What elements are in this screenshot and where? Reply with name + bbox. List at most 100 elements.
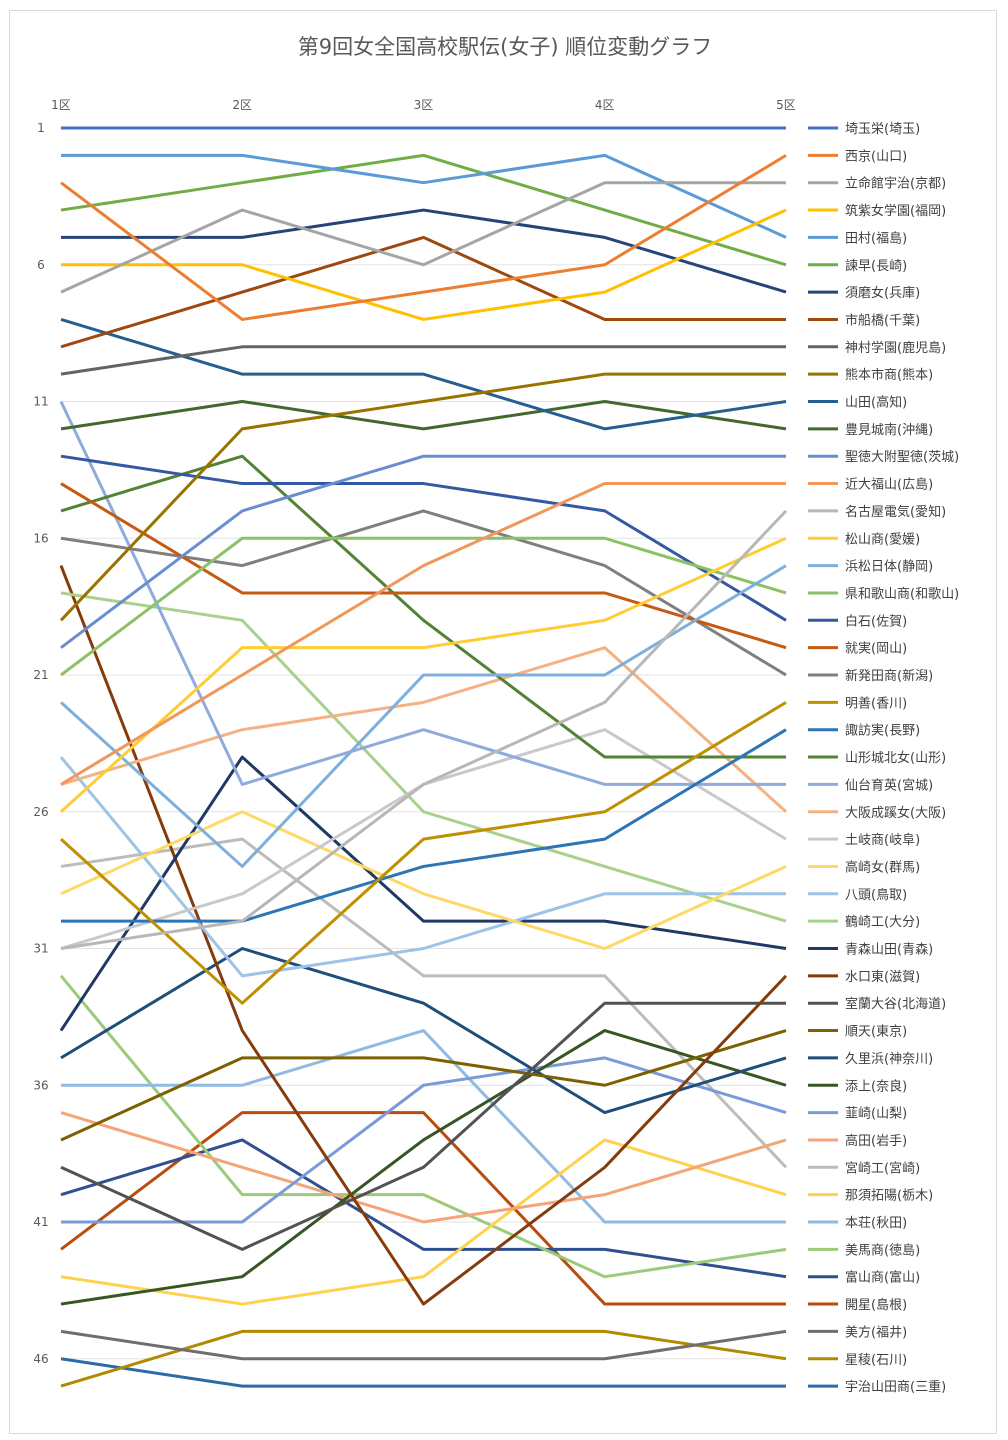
legend-label: 白石(佐賀) <box>845 613 907 629</box>
legend-label: 青森山田(青森) <box>845 943 933 958</box>
legend-item: 八頭(鳥取) <box>808 888 907 903</box>
y-tick-label: 6 <box>37 258 45 272</box>
legend-label: 宮崎工(宮崎) <box>845 1160 920 1176</box>
legend-label: 埼玉栄(埼玉) <box>845 122 920 137</box>
legend-item: 添上(奈良) <box>808 1078 907 1094</box>
y-tick-label: 46 <box>33 1352 48 1366</box>
legend-item: 筑紫女学園(福岡) <box>808 203 946 219</box>
legend-item: 西京(山口) <box>808 149 907 164</box>
series-lines <box>59 126 788 1388</box>
legend-label: 富山商(富山) <box>845 1270 920 1286</box>
series-line <box>60 1001 786 1251</box>
legend-label: 宇治山田商(三重) <box>845 1379 946 1395</box>
legend-item: 美馬商(徳島) <box>808 1243 920 1258</box>
series-line <box>59 701 787 1005</box>
legend-item: 室蘭大谷(北海道) <box>808 996 946 1012</box>
legend-item: 新発田商(新潟) <box>808 668 933 684</box>
legend-label: 添上(奈良) <box>845 1078 907 1094</box>
legend-item: 白石(佐賀) <box>808 613 907 629</box>
legend-item: 市船橋(千葉) <box>808 312 920 328</box>
legend-label: 浜松日体(静岡) <box>845 560 933 575</box>
legend-label: 近大福山(広島) <box>845 478 933 493</box>
legend-label: 就実(岡山) <box>845 641 907 657</box>
series-line <box>60 181 786 294</box>
series-line <box>60 591 787 923</box>
legend-item: 宇治山田商(三重) <box>808 1379 946 1395</box>
legend-label: 西京(山口) <box>845 149 907 164</box>
series-line <box>60 810 787 950</box>
legend-item: 名古屋電気(愛知) <box>808 504 946 520</box>
legend-label: 水口東(滋賀) <box>845 969 920 985</box>
legend-label: 大阪成蹊女(大阪) <box>845 805 946 821</box>
legend-label: 仙台育英(宮城) <box>845 777 933 793</box>
legend-item: 就実(岡山) <box>808 641 907 657</box>
legend-label: 須磨女(兵庫) <box>845 285 920 301</box>
legend-item: 豊見城南(沖縄) <box>808 422 933 438</box>
legend-item: 久里浜(神奈川) <box>808 1052 933 1067</box>
legend-label: 豊見城南(沖縄) <box>845 422 933 438</box>
legend-label: 韮崎(山梨) <box>845 1107 907 1122</box>
legend-item: 韮崎(山梨) <box>808 1107 907 1122</box>
legend-label: 熊本市商(熊本) <box>845 367 933 383</box>
legend-label: 室蘭大谷(北海道) <box>845 996 946 1012</box>
legend-item: 立命館宇治(京都) <box>808 176 946 192</box>
series-line <box>61 208 787 321</box>
series-line <box>59 400 786 786</box>
series-line <box>60 646 788 813</box>
legend-label: 市船橋(千葉) <box>845 312 920 328</box>
legend-label: 本荘(秋田) <box>845 1216 907 1231</box>
legend-item: 那須拓陽(栃木) <box>808 1189 933 1204</box>
legend-item: 埼玉栄(埼玉) <box>808 122 920 137</box>
legend-label: 立命館宇治(京都) <box>845 176 946 192</box>
y-tick-label: 21 <box>33 668 48 682</box>
legend-label: 順天(東京) <box>845 1024 907 1040</box>
legend-label: 田村(福島) <box>845 231 907 246</box>
chart-title: 第9回女全国高校駅伝(女子) 順位変動グラフ <box>298 35 712 59</box>
legend-item: 松山商(愛媛) <box>808 532 920 547</box>
series-line <box>60 482 786 786</box>
legend-item: 富山商(富山) <box>808 1270 920 1286</box>
legend-item: 諏訪実(長野) <box>808 723 920 739</box>
series-line <box>60 1138 787 1279</box>
legend-label: 高崎女(群馬) <box>845 859 920 875</box>
legend-label: 美馬商(徳島) <box>845 1243 920 1258</box>
legend-label: 明善(香川) <box>845 695 907 711</box>
legend-label: 鶴崎工(大分) <box>845 914 920 930</box>
legend-item: 高崎女(群馬) <box>808 859 920 875</box>
legend-label: 諏訪実(長野) <box>845 723 920 739</box>
legend-label: 諫早(長崎) <box>845 258 907 274</box>
legend-item: 田村(福島) <box>808 231 907 246</box>
series-line <box>60 345 786 376</box>
y-tick-label: 31 <box>33 942 48 956</box>
series-line <box>60 454 786 649</box>
x-tick-label: 5区 <box>776 98 796 112</box>
legend-label: 開星(島根) <box>845 1298 907 1313</box>
legend-item: 水口東(滋賀) <box>808 969 920 985</box>
legend-item: 鶴崎工(大分) <box>808 914 920 930</box>
series-line <box>60 1138 787 1306</box>
legend-label: 聖徳大附聖徳(茨城) <box>845 450 959 465</box>
legend-item: 高田(岩手) <box>808 1133 907 1149</box>
series-line <box>60 1357 786 1388</box>
legend-item: 諫早(長崎) <box>808 258 907 274</box>
legend-label: 久里浜(神奈川) <box>845 1052 933 1067</box>
legend-item: 仙台育英(宮城) <box>808 777 933 793</box>
y-tick-label: 16 <box>33 531 48 545</box>
series-line <box>60 1111 787 1224</box>
series-line <box>60 1029 787 1142</box>
legend-item: 近大福山(広島) <box>808 478 933 493</box>
series-line <box>61 153 787 239</box>
series-line <box>59 372 786 622</box>
legend-label: 筑紫女学園(福岡) <box>845 203 946 219</box>
x-tick-label: 1区 <box>51 98 71 112</box>
legend-item: 宮崎工(宮崎) <box>808 1160 920 1176</box>
legend-label: 高田(岩手) <box>845 1133 907 1149</box>
series-line <box>60 400 787 431</box>
legend-item: 順天(東京) <box>808 1024 907 1040</box>
series-line <box>59 756 786 978</box>
legend-item: 県和歌山商(和歌山) <box>808 587 959 602</box>
legend-item: 浜松日体(静岡) <box>808 560 933 575</box>
series-line <box>59 536 787 813</box>
series-line <box>61 728 787 923</box>
